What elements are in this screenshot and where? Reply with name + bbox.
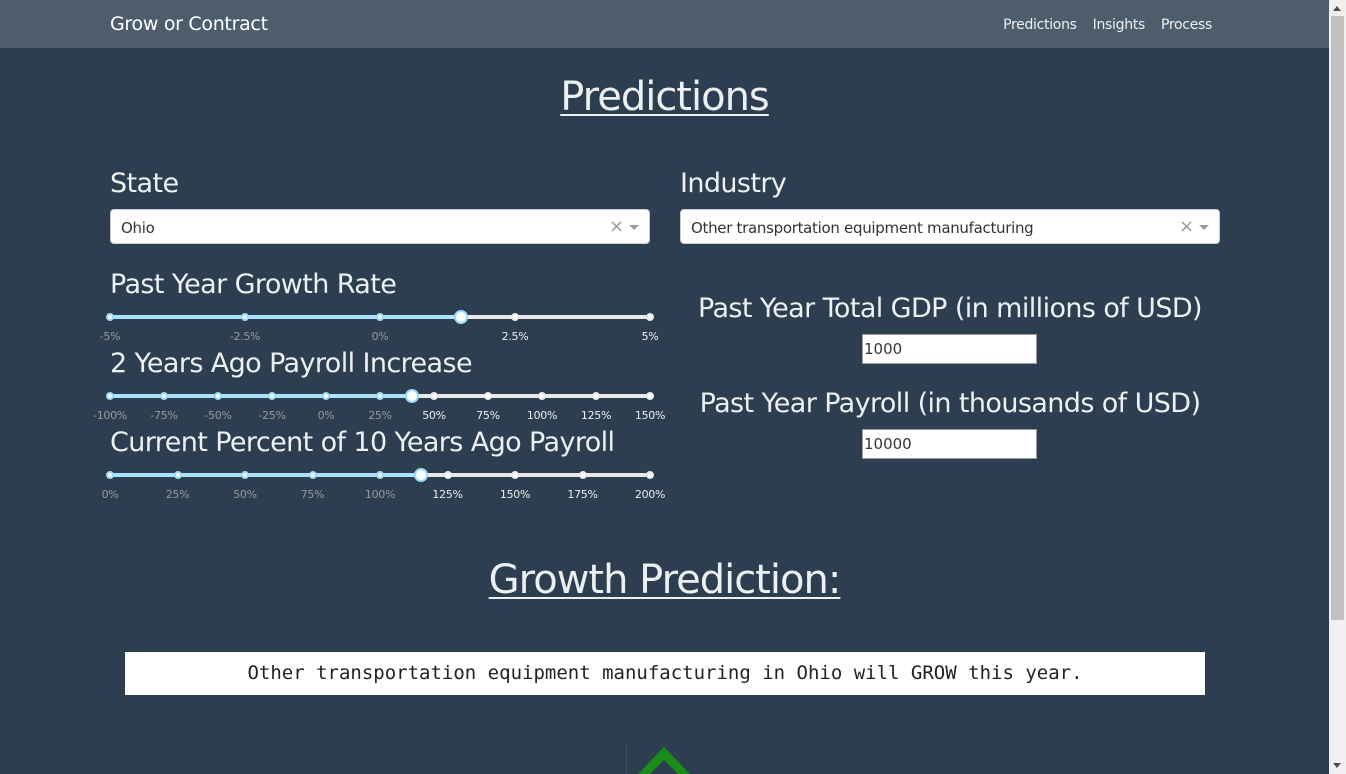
page-scrollbar[interactable]: [1329, 0, 1346, 774]
slider-dot[interactable]: [160, 392, 168, 400]
slider-mark-label[interactable]: 200%: [634, 488, 666, 501]
slider-track: [110, 394, 413, 398]
state-chevron-down-icon[interactable]: [629, 225, 639, 230]
slider-dot[interactable]: [646, 392, 654, 400]
slider-dot[interactable]: [578, 471, 587, 479]
slider-mark-label[interactable]: 2.5%: [501, 330, 529, 343]
slider-dot[interactable]: [592, 392, 600, 400]
navbar: Grow or Contract Predictions Insights Pr…: [0, 0, 1329, 48]
payroll-percent-slider[interactable]: 0% 25% 50% 75% 100% 125% 150% 175% 200%: [102, 468, 665, 508]
scroll-up-icon[interactable]: [1333, 6, 1341, 11]
growth-prediction-title: Growth Prediction:: [488, 557, 842, 603]
nav-link-insights[interactable]: Insights: [1092, 17, 1146, 33]
slider-dot[interactable]: [376, 392, 384, 400]
slider-dot[interactable]: [538, 392, 546, 400]
slider-dot[interactable]: [308, 471, 317, 479]
divider: [626, 744, 627, 774]
slider-dot[interactable]: [376, 313, 384, 321]
slider-mark-label[interactable]: -75%: [150, 409, 178, 422]
payroll-increase-label: 2 Years Ago Payroll Increase: [110, 348, 473, 379]
slider-dot[interactable]: [443, 471, 452, 479]
slider-mark-label[interactable]: 125%: [580, 409, 612, 422]
gdp-input[interactable]: [862, 334, 1037, 364]
slider-mark-label[interactable]: 100%: [526, 409, 558, 422]
slider-track: [110, 315, 461, 319]
nav-link-process[interactable]: Process: [1160, 17, 1212, 33]
slider-mark-label[interactable]: -100%: [93, 409, 127, 422]
payroll-percent-label: Current Percent of 10 Years Ago Payroll: [110, 427, 615, 458]
slider-dot[interactable]: [106, 392, 114, 400]
slider-mark-label[interactable]: 0%: [317, 409, 335, 422]
state-label: State: [110, 168, 179, 199]
slider-mark-label[interactable]: 25%: [165, 488, 190, 501]
industry-select[interactable]: Other transportation equipment manufactu…: [680, 209, 1220, 244]
scroll-down-icon[interactable]: [1333, 763, 1341, 768]
slider-dot[interactable]: [173, 471, 182, 479]
slider-mark-label[interactable]: 150%: [634, 409, 666, 422]
slider-mark-label[interactable]: -5%: [99, 330, 121, 343]
industry-label: Industry: [680, 168, 787, 199]
slider-mark-label[interactable]: 50%: [422, 409, 446, 422]
slider-dot[interactable]: [106, 471, 114, 479]
state-clear-icon[interactable]: ×: [609, 216, 624, 237]
nav-links: Predictions Insights Process: [1003, 17, 1212, 33]
slider-handle[interactable]: [454, 310, 468, 324]
growth-rate-label: Past Year Growth Rate: [110, 269, 397, 300]
slider-mark-label[interactable]: 150%: [499, 488, 531, 501]
slider-dot[interactable]: [484, 392, 492, 400]
scroll-thumb[interactable]: [1331, 16, 1344, 620]
payroll-label: Past Year Payroll (in thousands of USD): [699, 388, 1201, 419]
slider-mark-label[interactable]: 75%: [300, 488, 325, 501]
nav-link-predictions[interactable]: Predictions: [1003, 17, 1077, 33]
slider-mark-label[interactable]: 50%: [233, 488, 257, 501]
slider-mark-label[interactable]: 25%: [368, 409, 392, 422]
slider-handle[interactable]: [405, 389, 420, 403]
slider-mark-label[interactable]: 0%: [101, 488, 119, 501]
slider-dot[interactable]: [430, 392, 438, 400]
slider-mark-label[interactable]: 75%: [476, 409, 500, 422]
slider-mark-label[interactable]: -2.5%: [229, 330, 261, 343]
page-title: Predictions: [560, 74, 770, 120]
slider-mark-label[interactable]: 0%: [371, 330, 389, 343]
slider-mark-label[interactable]: -25%: [258, 409, 286, 422]
slider-dot[interactable]: [646, 313, 654, 321]
slider-dot[interactable]: [376, 471, 384, 479]
brand-title[interactable]: Grow or Contract: [110, 13, 268, 35]
slider-mark-label[interactable]: 100%: [364, 488, 396, 501]
slider-handle[interactable]: [413, 468, 428, 482]
industry-chevron-down-icon[interactable]: [1199, 225, 1209, 230]
payroll-increase-slider[interactable]: -100% -75% -50% -25% 0% 25% 50% 75% 100% 125% 150%: [93, 389, 665, 429]
slider-dot[interactable]: [241, 313, 249, 321]
slider-dot[interactable]: [322, 392, 330, 400]
slider-dot[interactable]: [268, 392, 276, 400]
prediction-result: Other transportation equipment manufactu…: [125, 652, 1205, 695]
state-select[interactable]: Ohio ×: [110, 209, 650, 244]
slider-mark-label[interactable]: -50%: [204, 409, 232, 422]
slider-dot[interactable]: [214, 392, 222, 400]
slider-mark-label[interactable]: 125%: [432, 488, 463, 501]
gdp-label: Past Year Total GDP (in millions of USD): [698, 293, 1203, 324]
growth-rate-slider[interactable]: -5% -2.5% 0% 2.5% 5%: [100, 310, 659, 350]
industry-clear-icon[interactable]: ×: [1179, 216, 1194, 237]
slider-dot[interactable]: [106, 313, 114, 321]
slider-mark-label[interactable]: 175%: [567, 488, 598, 501]
slider-dot[interactable]: [511, 313, 519, 321]
payroll-input[interactable]: [862, 429, 1037, 459]
slider-mark-label[interactable]: 5%: [641, 330, 659, 343]
slider-dot[interactable]: [646, 471, 654, 479]
state-select-value: Ohio: [121, 219, 155, 237]
slider-track: [110, 473, 421, 477]
up-arrow-icon: [638, 747, 690, 774]
slider-dot[interactable]: [241, 471, 249, 479]
industry-select-value: Other transportation equipment manufactu…: [691, 219, 1034, 237]
slider-dot[interactable]: [511, 471, 519, 479]
